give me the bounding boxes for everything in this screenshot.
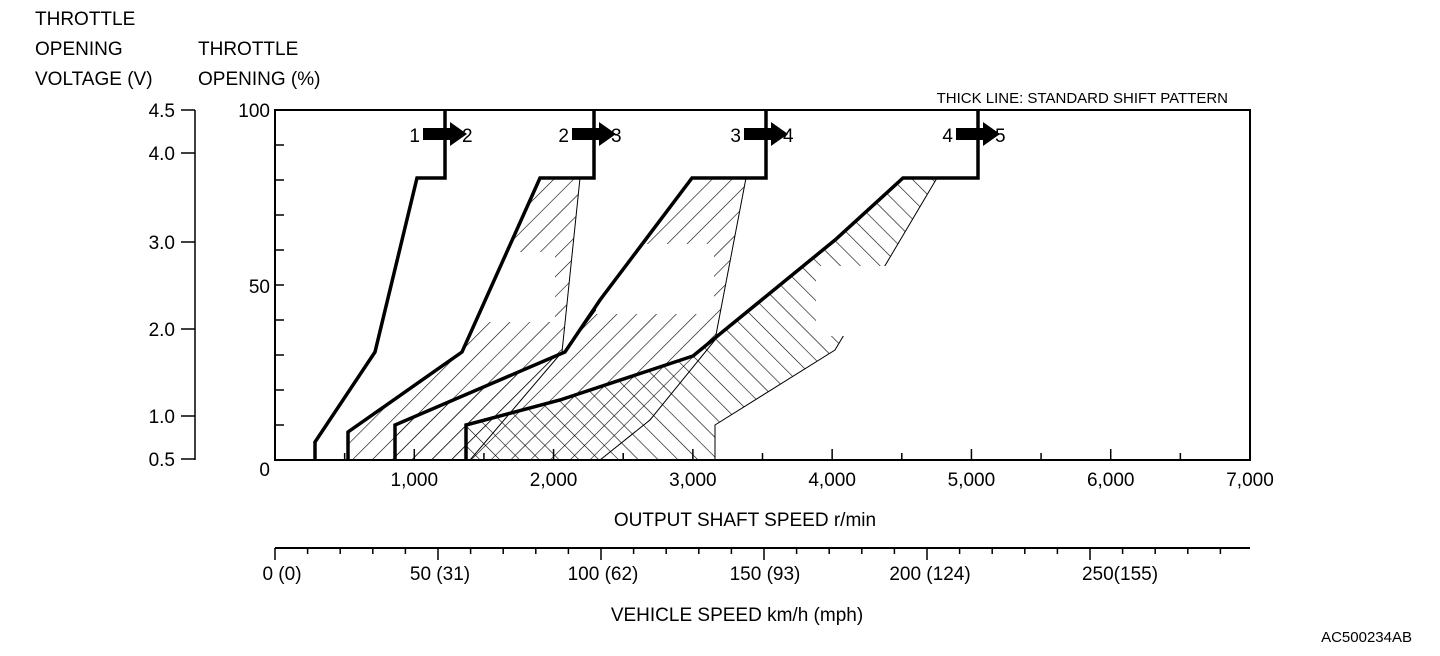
- x-tick-label: 1,000: [391, 470, 439, 491]
- x-tick-label: 4,000: [808, 470, 856, 491]
- voltage-axis-title: OPENING: [35, 39, 123, 60]
- speed-axis-title: VEHICLE SPEED km/h (mph): [611, 605, 863, 626]
- note: THICK LINE: STANDARD SHIFT PATTERN: [937, 90, 1228, 107]
- shift-arrow: [956, 122, 1000, 146]
- shift-from: 4: [942, 126, 953, 147]
- voltage-tick-label: 4.0: [149, 144, 175, 165]
- voltage-tick-label: 4.5: [149, 101, 175, 122]
- shift-arrow: [744, 122, 788, 146]
- voltage-tick-label: 2.0: [149, 320, 175, 341]
- shift-to: 3: [611, 126, 622, 147]
- x-tick-label: 2,000: [530, 470, 578, 491]
- label-bg: [816, 266, 934, 336]
- shift-to: 5: [995, 126, 1006, 147]
- shift-line-4-5: [464, 110, 980, 460]
- speed-tick-label: 0 (0): [262, 564, 301, 585]
- shift-line-1-2: [313, 110, 447, 460]
- x-tick-label: 3,000: [669, 470, 717, 491]
- speed-tick-label: 250(155): [1082, 564, 1158, 585]
- voltage-tick-label: 3.0: [149, 233, 175, 254]
- x-tick-label: 6,000: [1087, 470, 1135, 491]
- shift-to: 4: [783, 126, 794, 147]
- speed-tick-label: 150 (93): [730, 564, 801, 585]
- voltage-tick-label: 1.0: [149, 407, 175, 428]
- shift-arrow: [572, 122, 616, 146]
- x-tick-label: 7,000: [1226, 470, 1274, 491]
- percent-axis-title: OPENING (%): [198, 69, 320, 90]
- shift-to: 2: [462, 126, 473, 147]
- shift-from: 1: [409, 126, 420, 147]
- x-tick-label: 5,000: [948, 470, 996, 491]
- percent-tick-label: 100: [238, 101, 270, 122]
- percent-tick-label: 0: [259, 460, 270, 481]
- speed-tick-label: 50 (31): [410, 564, 470, 585]
- shift-line-2-3: [346, 110, 596, 460]
- shift-from: 2: [558, 126, 569, 147]
- label-bg: [440, 252, 555, 322]
- figure-code: AC500234AB: [1321, 629, 1412, 646]
- voltage-axis-title: VOLTAGE (V): [35, 69, 153, 90]
- speed-tick-label: 200 (124): [889, 564, 970, 585]
- percent-tick-label: 50: [249, 277, 270, 298]
- voltage-tick-label: 0.5: [149, 450, 175, 471]
- shift-arrow: [423, 122, 467, 146]
- shift-line-3-4: [393, 110, 768, 460]
- percent-axis-title: THROTTLE: [198, 39, 298, 60]
- shift-from: 3: [730, 126, 741, 147]
- speed-tick-label: 100 (62): [568, 564, 639, 585]
- x-axis-title: OUTPUT SHAFT SPEED r/min: [614, 510, 876, 531]
- voltage-axis-title: THROTTLE: [35, 9, 135, 30]
